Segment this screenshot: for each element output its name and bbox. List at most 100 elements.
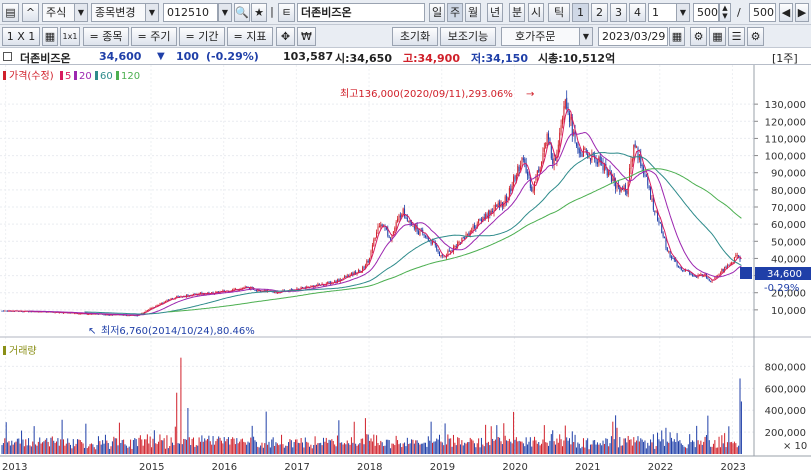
volume-bar — [587, 438, 589, 454]
volume-bar — [504, 435, 506, 454]
candle-body — [589, 158, 591, 162]
chevron-down-icon: ▼ — [145, 4, 158, 21]
add-cycle-button[interactable]: = 주기 — [131, 27, 177, 46]
candle-body — [675, 259, 677, 262]
cycle-number-3[interactable]: 3 — [610, 3, 627, 22]
count-input[interactable]: 500 — [693, 3, 719, 22]
candle-body — [580, 152, 582, 154]
candle-body — [555, 158, 557, 161]
candle-body — [317, 283, 319, 286]
tab-minute[interactable]: 분 — [509, 3, 525, 22]
volume-bar — [176, 392, 178, 454]
candle-body — [29, 311, 31, 313]
scroll-left-icon[interactable]: ◀ — [779, 3, 793, 22]
list-icon[interactable]: ☰ — [728, 27, 745, 46]
candle-body — [418, 231, 420, 235]
date-input[interactable]: 2023/03/29 — [598, 27, 668, 46]
candle-body — [609, 170, 611, 175]
volume-bar — [359, 443, 361, 454]
candle-body — [148, 309, 150, 311]
add-indicator-button[interactable]: = 지표 — [227, 27, 273, 46]
settings-icon[interactable]: ⚙ — [747, 27, 764, 46]
calendar-icon[interactable]: ▦ — [669, 27, 685, 46]
volume-bar — [222, 443, 224, 454]
candle-body — [538, 169, 540, 173]
name-icon[interactable]: ㅌ — [278, 3, 295, 22]
annotation-low-arrow: ↖ — [88, 326, 96, 337]
candle-body — [233, 289, 235, 291]
chevron-down-icon: ▼ — [74, 4, 87, 21]
scroll-right-icon[interactable]: ▶ — [795, 3, 809, 22]
candle-body — [194, 293, 196, 295]
volume-bar — [282, 444, 284, 454]
volume-bar — [650, 439, 652, 454]
volume-bar — [292, 447, 294, 454]
volume-bar — [163, 438, 165, 454]
candle-body — [545, 143, 547, 149]
search-icon[interactable]: 🔍 — [234, 3, 250, 22]
star-icon[interactable]: ★ — [251, 3, 267, 22]
add-item-button[interactable]: = 종목 — [83, 27, 129, 46]
volume-bar — [197, 445, 199, 454]
candle-body — [397, 218, 399, 222]
candle-body — [717, 275, 719, 277]
volume-bar — [109, 448, 111, 454]
volume-bar — [619, 437, 621, 454]
volume-bar — [339, 442, 341, 454]
candle-body — [722, 268, 724, 272]
checkbox-icon[interactable] — [3, 52, 12, 61]
volume-bar — [693, 441, 695, 454]
candle-body — [596, 162, 598, 165]
volume-bar — [209, 441, 211, 454]
grid-icon[interactable]: ▦ — [42, 27, 58, 46]
volume-bar — [58, 445, 60, 454]
annotation-high: 최고136,000(2020/09/11),293.06% — [340, 88, 513, 100]
candle-body — [430, 241, 432, 245]
period-select[interactable]: 1 ▼ — [648, 3, 690, 22]
candle-body — [559, 132, 561, 146]
menu-icon[interactable]: ▤ — [2, 3, 19, 22]
order-select[interactable]: 호가주문 ▼ — [501, 27, 593, 46]
collapse-icon[interactable]: ^ — [22, 3, 39, 22]
tab-yearly[interactable]: 년 — [487, 3, 503, 22]
tab-hour[interactable]: 시 — [528, 3, 544, 22]
volume-bar — [369, 440, 371, 454]
symbol-change-select[interactable]: 종목변경 ▼ — [91, 3, 159, 22]
tab-weekly[interactable]: 주 — [447, 3, 463, 22]
volume-bar — [423, 442, 425, 454]
code-input[interactable]: 012510 — [163, 3, 218, 22]
grid-lines — [0, 65, 754, 456]
layout-button[interactable]: 1 X 1 — [2, 27, 40, 46]
gear-icon[interactable]: ⚙ — [690, 27, 707, 46]
candle-body — [550, 145, 552, 159]
market-select[interactable]: 주식 ▼ — [42, 3, 88, 22]
tab-monthly[interactable]: 월 — [465, 3, 481, 22]
volume-bar — [413, 443, 415, 454]
candle-body — [109, 314, 111, 316]
cycle-number-4[interactable]: 4 — [629, 3, 646, 22]
volume-bar — [1, 445, 3, 454]
volume-bar — [362, 438, 364, 454]
won-button[interactable]: ₩ — [297, 27, 316, 46]
crosshair-icon[interactable]: ✥ — [276, 27, 295, 46]
stock-chart[interactable]: 130,000 120,000 110,000 100,000 90,000 80,000… — [0, 65, 811, 475]
tab-tick[interactable]: 틱 — [548, 3, 570, 22]
cycle-number-1[interactable]: 1 — [572, 3, 589, 22]
candle-body — [137, 315, 139, 317]
candle-body — [728, 264, 730, 266]
supplement-button[interactable]: 보조기능 — [440, 27, 496, 46]
reset-button[interactable]: 초기화 — [392, 27, 438, 46]
cycle-number-2[interactable]: 2 — [591, 3, 608, 22]
volume-bar — [186, 439, 188, 454]
add-period-button[interactable]: = 기간 — [179, 27, 225, 46]
count-spinner[interactable]: ▲ ▼ — [719, 3, 731, 22]
table-icon[interactable]: ▦ — [709, 27, 726, 46]
candle-body — [602, 162, 604, 171]
volume-bar — [643, 441, 645, 454]
code-dropdown-button[interactable]: ▼ — [218, 3, 232, 22]
toolbar-secondary: 1 X 1 ▦ 1x1 = 종목 = 주기 = 기간 = 지표 ✥ ₩ 초기화 … — [0, 25, 811, 48]
candle-body — [272, 291, 274, 293]
tab-daily[interactable]: 일 — [429, 3, 445, 22]
candle-body — [444, 256, 446, 258]
split-icon[interactable]: 1x1 — [60, 27, 80, 46]
